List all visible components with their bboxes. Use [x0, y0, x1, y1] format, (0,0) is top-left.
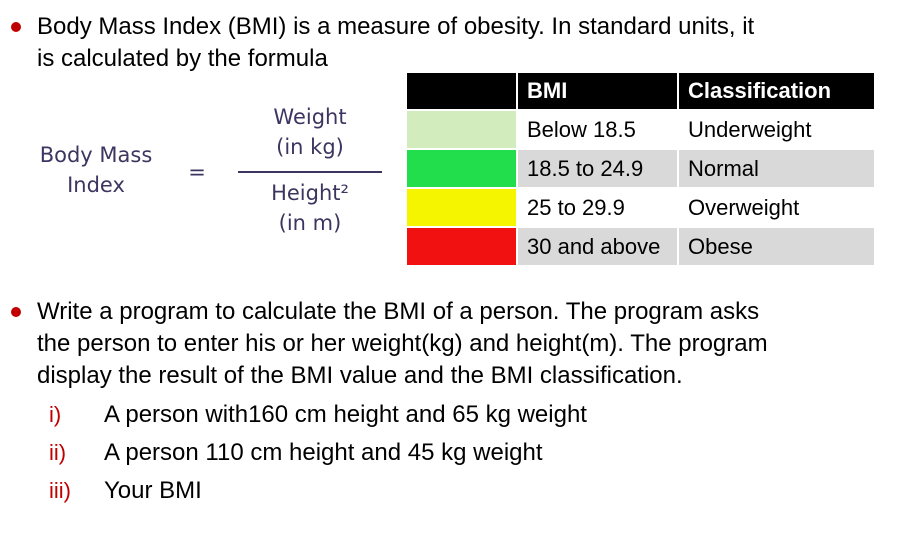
color-swatch-obese — [407, 226, 518, 265]
color-swatch-underweight — [407, 109, 518, 148]
formula-denominator-line1: Height² — [271, 181, 349, 205]
bmi-range: Below 18.5 — [518, 109, 679, 148]
bullet1-line1: Body Mass Index (BMI) is a measure of ob… — [37, 13, 755, 40]
formula-numerator-line2: (in kg) — [276, 135, 344, 159]
bullet2-line1: Write a program to calculate the BMI of … — [37, 298, 760, 325]
subitem-3-number: iii) — [49, 478, 71, 503]
subitem-1-number: i) — [49, 402, 62, 427]
subitem-2-number: ii) — [49, 440, 67, 465]
formula-denominator-line2: (in m) — [278, 211, 342, 235]
formula-lhs: Body Mass Index — [22, 140, 170, 200]
formula-lhs-line2: Index — [67, 173, 125, 197]
header-color-swatch — [407, 73, 518, 109]
bullet-point-1 — [11, 22, 21, 32]
bmi-range: 18.5 to 24.9 — [518, 148, 679, 187]
subitem-3-text: Your BMI — [104, 477, 202, 504]
bmi-classification: Normal — [679, 148, 874, 187]
bullet2-line2: the person to enter his or her weight(kg… — [37, 330, 768, 357]
formula-numerator: Weight (in kg) — [248, 102, 372, 162]
table-header-row: BMI Classification — [407, 73, 874, 109]
table-row: 25 to 29.9 Overweight — [407, 187, 874, 226]
color-swatch-normal — [407, 148, 518, 187]
bmi-range: 30 and above — [518, 226, 679, 265]
color-swatch-overweight — [407, 187, 518, 226]
subitem-1-text: A person with160 cm height and 65 kg wei… — [104, 401, 587, 428]
formula-denominator: Height² (in m) — [248, 178, 372, 238]
table-row: 18.5 to 24.9 Normal — [407, 148, 874, 187]
bullet2-text: Write a program to calculate the BMI of … — [37, 296, 768, 392]
formula-numerator-line1: Weight — [273, 105, 347, 129]
header-classification: Classification — [679, 73, 874, 109]
bmi-classification-table: BMI Classification Below 18.5 Underweigh… — [407, 73, 874, 265]
bmi-classification: Overweight — [679, 187, 874, 226]
formula-lhs-line1: Body Mass — [39, 143, 153, 167]
bmi-range: 25 to 29.9 — [518, 187, 679, 226]
bmi-classification: Underweight — [679, 109, 874, 148]
fraction-bar — [238, 171, 382, 173]
subitem-2-text: A person 110 cm height and 45 kg weight — [104, 439, 543, 466]
table-row: Below 18.5 Underweight — [407, 109, 874, 148]
bullet-point-2 — [11, 307, 21, 317]
bullet1-line2: is calculated by the formula — [37, 45, 328, 72]
bullet2-line3: display the result of the BMI value and … — [37, 362, 683, 389]
bullet1-text: Body Mass Index (BMI) is a measure of ob… — [37, 11, 754, 75]
table-row: 30 and above Obese — [407, 226, 874, 265]
bmi-classification: Obese — [679, 226, 874, 265]
formula-equals: = — [188, 160, 206, 184]
header-bmi: BMI — [518, 73, 679, 109]
